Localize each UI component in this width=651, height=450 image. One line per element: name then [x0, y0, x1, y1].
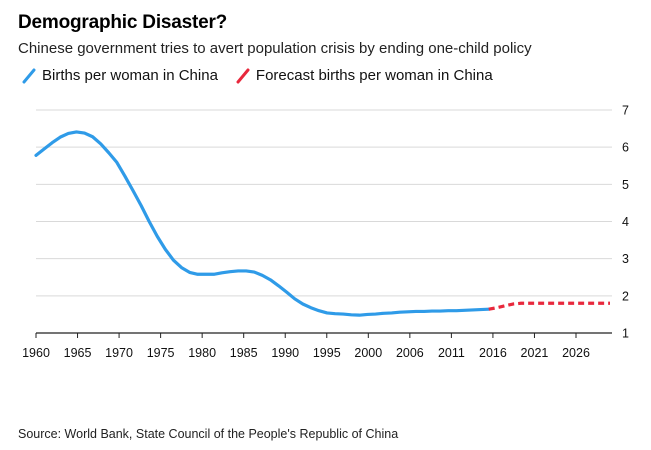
x-tick-label-2026: 2026 — [562, 346, 590, 360]
x-tick-label-1965: 1965 — [64, 346, 92, 360]
x-tick-label-1980: 1980 — [188, 346, 216, 360]
x-tick-label-2021: 2021 — [521, 346, 549, 360]
x-tick-label-2011: 2011 — [438, 346, 465, 360]
chart-subtitle: Chinese government tries to avert popula… — [18, 40, 532, 57]
series-layer — [34, 130, 610, 317]
y-tick-label-4: 4 — [622, 215, 629, 229]
legend-swatch-forecast — [236, 68, 250, 83]
y-tick-label-2: 2 — [622, 289, 629, 303]
legend-item-actual: Births per woman in China — [22, 67, 218, 84]
y-tick-label-5: 5 — [622, 178, 629, 192]
x-tick-label-1985: 1985 — [230, 346, 258, 360]
forecast-series-line — [488, 301, 610, 311]
legend-label-actual: Births per woman in China — [42, 67, 218, 84]
x-tick-label-1995: 1995 — [313, 346, 341, 360]
x-tick-label-1970: 1970 — [105, 346, 133, 360]
legend-swatch-actual — [22, 68, 36, 83]
x-tick-label-1990: 1990 — [271, 346, 299, 360]
grid-layer — [36, 109, 612, 334]
legend-swatch-forecast-line — [236, 68, 250, 83]
x-tick-label-1960: 1960 — [22, 346, 50, 360]
y-tick-label-3: 3 — [622, 252, 629, 266]
legend-label-forecast: Forecast births per woman in China — [255, 67, 493, 84]
x-tick-label-1975: 1975 — [147, 346, 175, 360]
y-tick-label-6: 6 — [622, 141, 629, 155]
chart-title: Demographic Disaster? — [18, 12, 228, 33]
actual-series-line — [34, 130, 491, 317]
legend-item-forecast: Forecast births per woman in China — [236, 67, 493, 84]
y-tick-label-1: 1 — [622, 327, 629, 341]
axis-layer: 1 2 3 4 5 6 7 1960 1965 1970 1975 1980 1985 1990 1995 2… — [22, 104, 629, 361]
y-tick-label-7: 7 — [622, 104, 629, 118]
legend-swatch-actual-line — [22, 68, 36, 83]
x-tick-label-2016: 2016 — [479, 346, 507, 360]
x-tick-label-2000: 2000 — [354, 346, 382, 360]
chart-legend: Births per woman in China Forecast birth… — [22, 67, 511, 84]
x-tick-label-2006: 2006 — [396, 346, 424, 360]
source-note: Source: World Bank, State Council of the… — [18, 427, 399, 441]
